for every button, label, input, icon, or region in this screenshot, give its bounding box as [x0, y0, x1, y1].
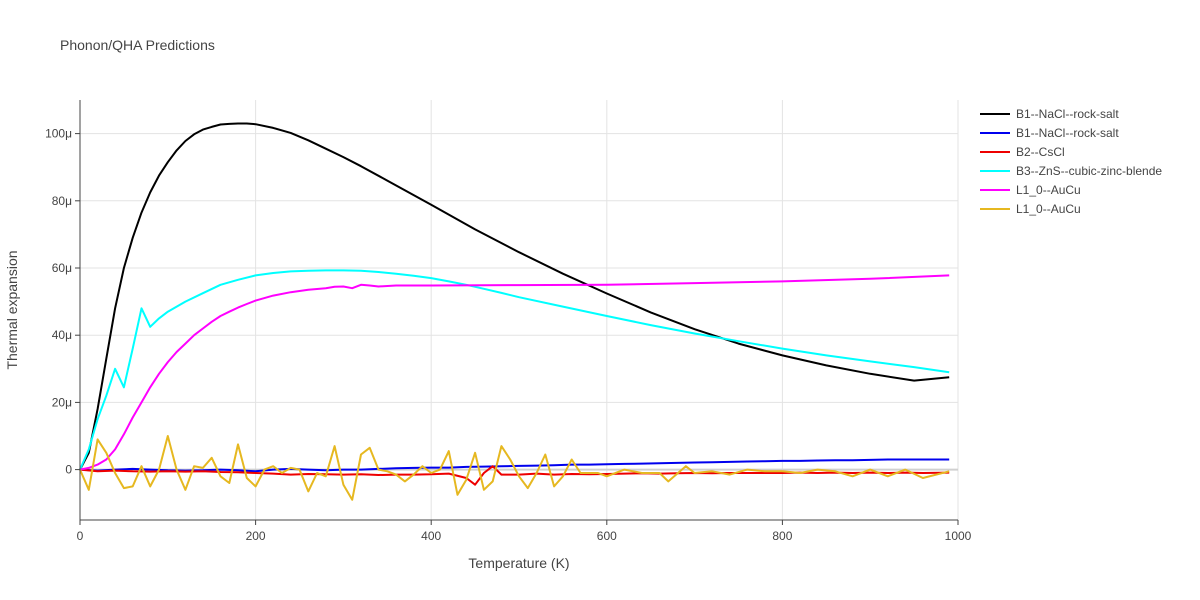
legend-item-1[interactable]: B1--NaCl--rock-salt	[980, 107, 1119, 121]
grid	[80, 100, 959, 520]
series-line-2	[79, 458, 950, 473]
y-tick-label: 80μ	[52, 194, 72, 208]
y-axis-title: Thermal expansion	[4, 250, 20, 369]
legend[interactable]: B1--NaCl--rock-salt B1--NaCl--rock-salt B2…	[980, 107, 1162, 216]
series-line-1	[79, 122, 950, 471]
y-tick-label: 0	[65, 463, 72, 477]
series-line-6	[79, 435, 950, 501]
legend-label: B3--ZnS--cubic-zinc-blende	[1016, 164, 1162, 178]
series-line-5	[79, 274, 950, 471]
y-axis-ticks: 0 20μ 40μ 60μ 80μ 100μ	[45, 127, 80, 477]
series-lines	[79, 122, 950, 501]
y-tick-label: 20μ	[52, 395, 72, 409]
x-tick-label: 200	[246, 529, 266, 543]
x-tick-label: 400	[421, 529, 441, 543]
legend-item-6[interactable]: L1_0--AuCu	[980, 202, 1081, 216]
series-line-4	[79, 269, 950, 470]
x-tick-label: 800	[772, 529, 792, 543]
legend-label: L1_0--AuCu	[1016, 183, 1081, 197]
legend-label: B1--NaCl--rock-salt	[1016, 126, 1119, 140]
legend-label: L1_0--AuCu	[1016, 202, 1081, 216]
legend-item-5[interactable]: L1_0--AuCu	[980, 183, 1081, 197]
y-tick-label: 100μ	[45, 127, 72, 141]
legend-item-4[interactable]: B3--ZnS--cubic-zinc-blende	[980, 164, 1162, 178]
legend-label: B2--CsCl	[1016, 145, 1065, 159]
y-tick-label: 40μ	[52, 328, 72, 342]
legend-item-2[interactable]: B1--NaCl--rock-salt	[980, 126, 1119, 140]
chart-title: Phonon/QHA Predictions	[60, 37, 215, 53]
x-tick-label: 0	[77, 529, 84, 543]
x-axis-ticks: 0 200 400 600 800 1000	[77, 520, 972, 543]
x-tick-label: 1000	[945, 529, 972, 543]
x-tick-label: 600	[597, 529, 617, 543]
axes	[79, 100, 958, 521]
y-tick-label: 60μ	[52, 261, 72, 275]
legend-item-3[interactable]: B2--CsCl	[980, 145, 1065, 159]
legend-label: B1--NaCl--rock-salt	[1016, 107, 1119, 121]
x-axis-title: Temperature (K)	[468, 555, 569, 571]
